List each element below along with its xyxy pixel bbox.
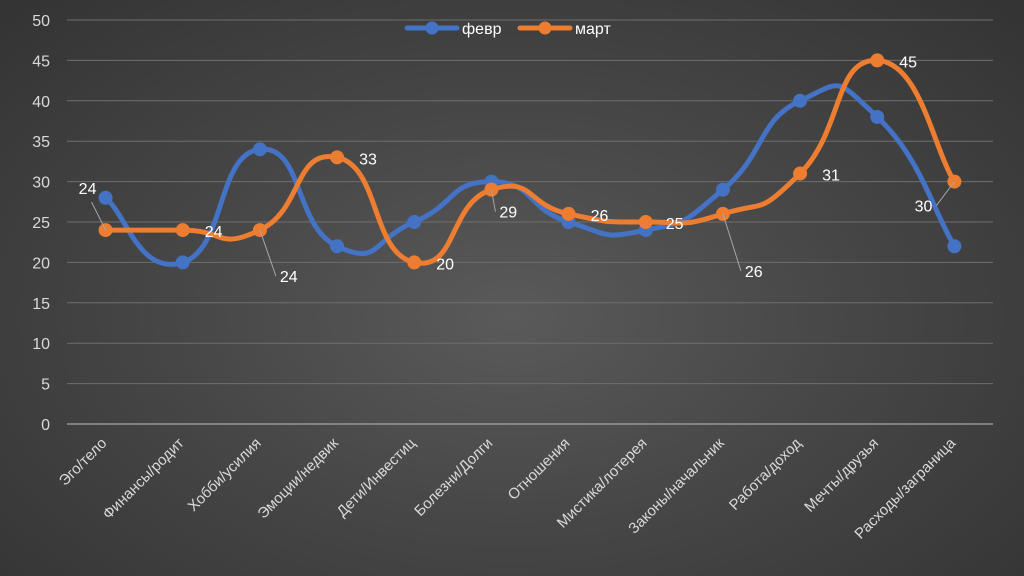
x-tick-label: Работа/доход [726,435,805,514]
data-label: 33 [359,151,377,168]
legend-label-февр[interactable]: февр [462,21,502,38]
data-label: 24 [205,224,223,241]
y-tick-label: 50 [32,13,50,30]
data-label: 25 [666,216,684,233]
y-tick-label: 10 [32,336,50,353]
data-label: 45 [899,54,917,71]
point-март[interactable] [330,150,345,165]
y-tick-label: 20 [32,255,50,272]
x-tick-label: Болезни/Долги [411,435,496,520]
point-март[interactable] [793,166,808,181]
data-label: 26 [745,264,763,281]
point-февр[interactable] [793,93,808,108]
point-февр[interactable] [98,190,113,205]
point-февр[interactable] [947,239,962,254]
series-group [98,53,962,270]
y-tick-label: 25 [32,215,50,232]
data-labels: 24 24 24 33 20 29 26 25 26 31 45 30 [79,54,955,286]
x-tick-label: Отношения [505,435,574,504]
legend[interactable]: февр март [404,21,611,38]
label-leader-line [936,181,955,206]
y-axis: 0 5 10 15 20 25 30 35 40 45 50 [32,13,50,434]
data-label: 29 [499,205,517,222]
x-tick-label: Хобби/усилия [185,435,265,515]
label-leader-line [722,213,742,272]
point-март[interactable] [561,206,576,221]
point-февр[interactable] [252,142,267,157]
data-label: 24 [280,269,298,286]
point-март[interactable] [407,255,422,270]
label-leader-line [490,189,496,212]
data-label: 24 [79,181,97,198]
data-label: 30 [915,199,933,216]
y-tick-label: 40 [32,94,50,111]
series-line-март [103,57,957,266]
gridlines [67,19,993,425]
point-февр[interactable] [715,182,730,197]
label-leader-line [91,201,107,231]
label-leader-line [259,229,277,277]
point-март[interactable] [175,223,190,238]
y-tick-label: 15 [32,296,50,313]
point-март[interactable] [870,53,885,68]
point-февр[interactable] [407,215,422,229]
data-label: 20 [436,256,454,273]
data-label: 31 [822,168,840,185]
y-tick-label: 5 [41,377,50,394]
y-tick-label: 45 [32,53,50,70]
data-label: 26 [591,208,609,225]
y-tick-label: 30 [32,175,50,192]
y-tick-label: 35 [32,134,50,151]
point-февр[interactable] [870,109,885,124]
x-axis: Эго/телоФинансы/родитХобби/усилияЭмоции/… [56,434,960,542]
y-tick-label: 0 [41,417,50,434]
legend-marker-март[interactable] [538,21,552,35]
x-tick-label: Финансы/родит [100,435,188,523]
legend-label-март[interactable]: март [575,21,611,38]
legend-marker-февр[interactable] [425,21,439,35]
point-февр[interactable] [175,255,190,270]
point-март[interactable] [638,215,653,229]
x-tick-label: Дети/Инвестиц [334,435,420,521]
x-tick-label: Мечты/друзья [801,435,882,516]
point-февр[interactable] [330,239,345,254]
x-tick-label: Эго/тело [56,435,111,490]
x-tick-label: Эмоции/недвик [254,435,342,523]
